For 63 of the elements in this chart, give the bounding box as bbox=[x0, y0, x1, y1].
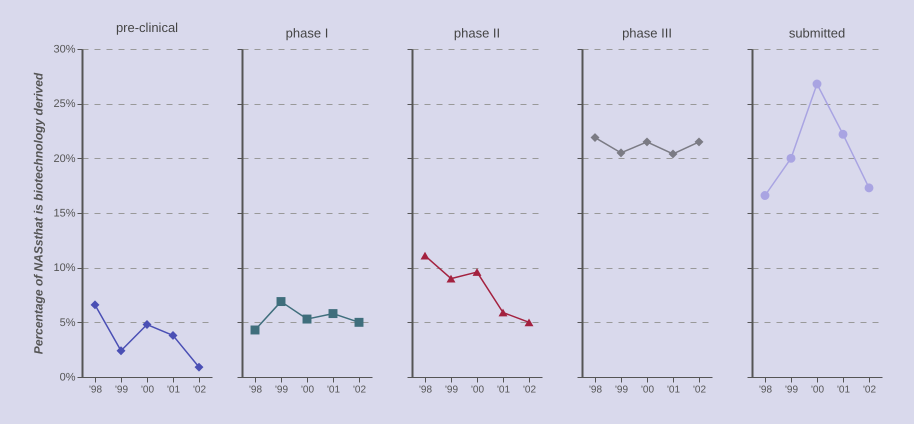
x-tick-label: '01 bbox=[496, 384, 510, 396]
chart-title: submitted bbox=[788, 26, 846, 40]
point bbox=[786, 154, 796, 163]
point bbox=[194, 362, 204, 372]
x-tick-label: '00 bbox=[640, 384, 654, 396]
y-tick-label: 20% bbox=[53, 152, 76, 165]
point bbox=[250, 326, 260, 334]
x-tick-label: '99 bbox=[274, 384, 288, 396]
x-tick-label: '98 bbox=[418, 384, 432, 396]
point bbox=[616, 148, 626, 158]
x-tick-label: '00 bbox=[140, 384, 154, 396]
point bbox=[812, 80, 822, 88]
point bbox=[864, 183, 874, 192]
point bbox=[590, 133, 600, 142]
x-tick-label: '02 bbox=[522, 384, 536, 396]
x-tick-label: '00 bbox=[300, 384, 314, 396]
point bbox=[116, 346, 126, 356]
y-tick-label: 25% bbox=[53, 98, 76, 110]
x-tick-label: '00 bbox=[470, 384, 484, 396]
x-tick-label: '02 bbox=[192, 384, 206, 396]
x-tick-label: '01 bbox=[326, 384, 340, 396]
x-tick-label: '02 bbox=[352, 384, 366, 396]
point bbox=[524, 318, 534, 326]
point bbox=[328, 309, 338, 318]
x-tick-label: '01 bbox=[666, 384, 680, 396]
point bbox=[668, 149, 678, 158]
y-tick-label: 5% bbox=[60, 316, 76, 329]
y-tick-label: 15% bbox=[53, 208, 76, 220]
x-tick-label: '99 bbox=[784, 384, 798, 396]
x-tick-label: '98 bbox=[758, 384, 772, 396]
x-tick-label: '98 bbox=[248, 384, 262, 396]
x-tick-label: '99 bbox=[114, 384, 128, 396]
x-tick-label: '99 bbox=[614, 384, 628, 396]
point bbox=[760, 191, 770, 200]
point bbox=[472, 268, 482, 276]
y-tick-label: 30% bbox=[53, 44, 76, 56]
point bbox=[694, 137, 704, 146]
point bbox=[420, 252, 430, 260]
chart-title: phase II bbox=[454, 26, 500, 40]
point bbox=[498, 308, 508, 316]
x-tick-label: '98 bbox=[588, 384, 602, 396]
point bbox=[276, 297, 286, 306]
point bbox=[354, 318, 364, 327]
point bbox=[302, 314, 312, 324]
y-tick-label: 0% bbox=[60, 372, 76, 384]
x-tick-label: '98 bbox=[88, 384, 102, 396]
point bbox=[838, 130, 848, 139]
chart-title: phase I bbox=[286, 26, 328, 40]
point bbox=[142, 320, 152, 329]
x-tick-label: '02 bbox=[862, 384, 876, 396]
chart-title: phase III bbox=[622, 26, 672, 40]
x-tick-label: '01 bbox=[836, 384, 850, 396]
y-axis-title: Percentage of NASsthat is biotechnology derived bbox=[31, 72, 46, 354]
point bbox=[446, 274, 456, 282]
chart-title: pre-clinical bbox=[116, 20, 178, 35]
point bbox=[642, 137, 652, 146]
y-tick-label: 10% bbox=[53, 262, 76, 274]
x-tick-label: '02 bbox=[692, 384, 706, 396]
x-tick-label: '99 bbox=[444, 384, 458, 396]
point bbox=[90, 300, 100, 310]
x-tick-label: '01 bbox=[166, 384, 180, 396]
point bbox=[168, 330, 178, 340]
x-tick-label: '00 bbox=[810, 384, 824, 396]
